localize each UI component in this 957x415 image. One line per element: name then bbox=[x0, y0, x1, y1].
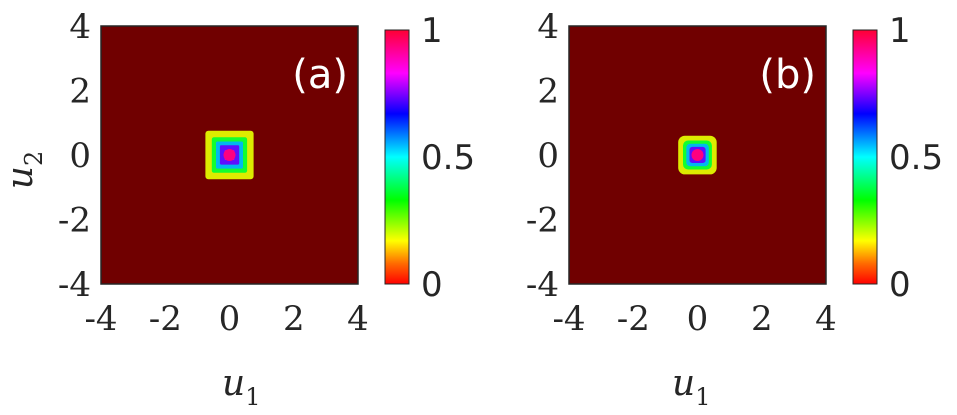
x-tick-label-b-0: -4 bbox=[552, 299, 585, 339]
x-tick-label-a-4: 4 bbox=[347, 299, 369, 339]
colorbar-tick-label-a-2: 0 bbox=[421, 265, 443, 305]
colorbar-tick-label-b-0: 1 bbox=[889, 11, 911, 51]
y-axis-label-a: u2 bbox=[0, 151, 48, 189]
x-ticks-b: -4 -2 0 2 4 bbox=[552, 299, 836, 339]
y-axis-label-a-main: u bbox=[0, 166, 41, 189]
x-axis-label-b: u1 bbox=[672, 363, 710, 411]
y-tick-label-b-3: -2 bbox=[526, 201, 559, 241]
peak-marker-a bbox=[223, 149, 236, 161]
y-ticks-a: 4 2 0 -2 -4 bbox=[58, 7, 91, 305]
x-tick-label-b-2: 0 bbox=[687, 299, 709, 339]
x-tick-label-a-1: -2 bbox=[149, 299, 182, 339]
y-tick-label-a-1: 2 bbox=[69, 72, 91, 112]
panel-label-a: (a) bbox=[292, 52, 348, 98]
x-axis-label-a-sub: 1 bbox=[245, 383, 260, 411]
y-ticks-b: 4 2 0 -2 -4 bbox=[526, 7, 559, 305]
y-tick-label-a-3: -2 bbox=[58, 201, 91, 241]
x-tick-label-b-4: 4 bbox=[815, 299, 837, 339]
colorbar-b bbox=[852, 29, 878, 285]
colorbar-ticks-a: 10.50 bbox=[421, 11, 475, 305]
x-tick-label-a-2: 0 bbox=[219, 299, 241, 339]
colorbar-a bbox=[384, 29, 410, 285]
panel-b: (b) -4 -2 0 2 4 420-2-4 u1 10.50 bbox=[526, 7, 943, 411]
colorbar-tick-label-a-0: 1 bbox=[421, 11, 443, 51]
colorbar-tick-label-b-1: 0.5 bbox=[889, 138, 943, 178]
x-axis-label-a-main: u bbox=[222, 363, 245, 404]
colorbar-tick-label-b-2: 0 bbox=[889, 265, 911, 305]
colorbar-tick-label-a-1: 0.5 bbox=[421, 138, 475, 178]
y-tick-label-a-2: 0 bbox=[69, 136, 91, 176]
y-tick-label-b-2: 0 bbox=[537, 136, 559, 176]
y-tick-label-a-0: 4 bbox=[69, 7, 91, 47]
y-tick-label-b-0: 4 bbox=[537, 7, 559, 47]
panel-label-b: (b) bbox=[759, 52, 816, 98]
panel-a: (a) -4 -2 0 2 4 420-2-4 u1 u2 10.50 bbox=[0, 7, 475, 411]
x-tick-label-b-1: -2 bbox=[617, 299, 650, 339]
y-tick-label-a-4: -4 bbox=[58, 265, 91, 305]
peak-marker-b bbox=[691, 149, 704, 161]
x-axis-label-b-main: u bbox=[672, 363, 695, 404]
x-tick-label-a-0: -4 bbox=[84, 299, 117, 339]
contour-group-a bbox=[205, 130, 254, 180]
x-axis-label-a: u1 bbox=[222, 363, 260, 411]
y-tick-label-b-4: -4 bbox=[526, 265, 559, 305]
contour-group-b bbox=[678, 135, 717, 175]
y-tick-label-b-1: 2 bbox=[537, 72, 559, 112]
x-ticks-a: -4 -2 0 2 4 bbox=[84, 299, 368, 339]
x-tick-label-b-3: 2 bbox=[751, 299, 773, 339]
y-axis-label-a-sub: 2 bbox=[20, 151, 48, 166]
x-axis-label-b-sub: 1 bbox=[695, 383, 710, 411]
x-tick-label-a-3: 2 bbox=[283, 299, 305, 339]
colorbar-ticks-b: 10.50 bbox=[889, 11, 943, 305]
